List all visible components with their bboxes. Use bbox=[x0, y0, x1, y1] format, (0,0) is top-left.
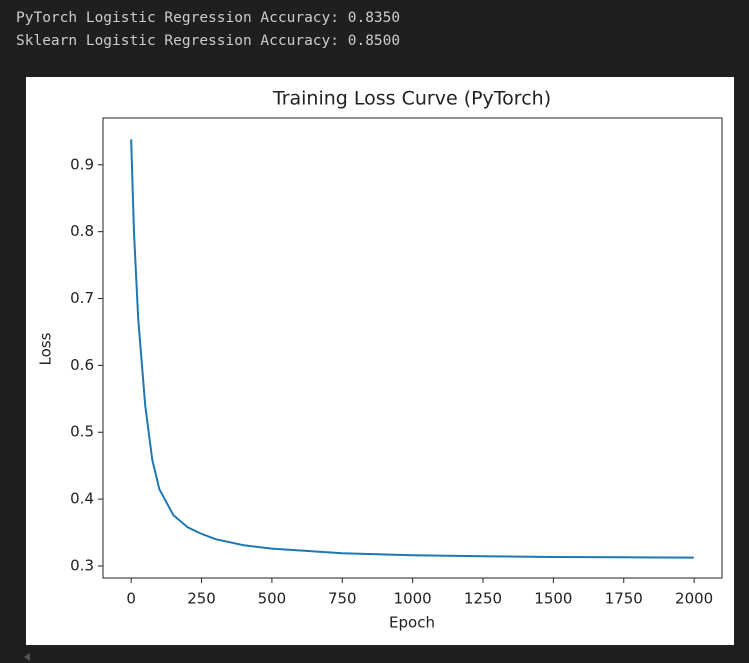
x-tick-label: 1500 bbox=[534, 590, 572, 608]
axes-frame bbox=[102, 117, 723, 579]
x-tick-label: 250 bbox=[187, 590, 216, 608]
output-line: Sklearn Logistic Regression Accuracy: 0.… bbox=[16, 33, 400, 49]
y-tick-label: 0.8 bbox=[70, 222, 94, 240]
y-axis-label: Loss bbox=[37, 332, 55, 365]
x-tick-label: 0 bbox=[126, 590, 136, 608]
x-tick-label: 1750 bbox=[605, 590, 643, 608]
x-tick-label: 2000 bbox=[675, 590, 713, 608]
x-tick-label: 1000 bbox=[394, 590, 432, 608]
output-line: PyTorch Logistic Regression Accuracy: 0.… bbox=[16, 10, 400, 26]
y-tick-label: 0.7 bbox=[70, 289, 94, 307]
y-tick-label: 0.9 bbox=[70, 155, 94, 173]
y-tick-label: 0.4 bbox=[70, 490, 94, 508]
chart-title: Training Loss Curve (PyTorch) bbox=[272, 88, 551, 110]
figure-background bbox=[26, 77, 734, 645]
y-tick-label: 0.5 bbox=[70, 423, 94, 441]
y-tick-label: 0.6 bbox=[70, 356, 94, 374]
x-axis-label: Epoch bbox=[389, 614, 435, 632]
scroll-arrow[interactable] bbox=[24, 653, 30, 661]
x-tick-label: 1250 bbox=[464, 590, 502, 608]
y-tick-label: 0.3 bbox=[70, 556, 94, 574]
loss-line bbox=[130, 139, 694, 559]
x-tick-label: 500 bbox=[258, 590, 287, 608]
x-tick-label: 750 bbox=[328, 590, 357, 608]
